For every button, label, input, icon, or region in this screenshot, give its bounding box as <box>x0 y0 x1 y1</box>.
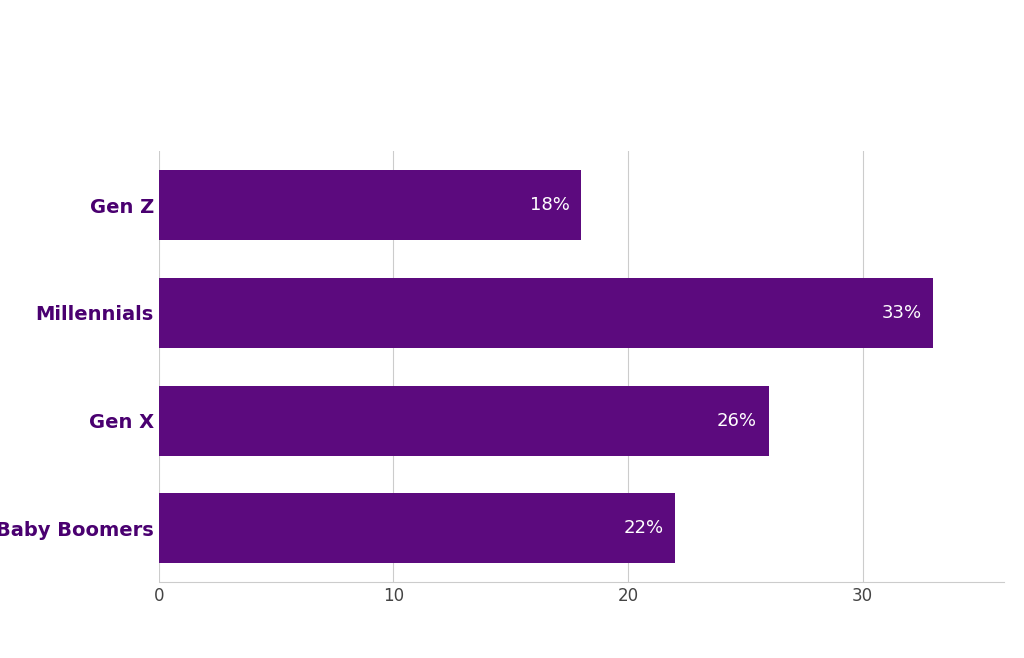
Bar <box>159 494 675 563</box>
Text: 33%: 33% <box>882 304 922 322</box>
Text: P e r c e n t a g e   o f   t o t a l: P e r c e n t a g e o f t o t a l <box>345 101 679 120</box>
Text: KillTheCableBill.com: KillTheCableBill.com <box>784 619 1009 638</box>
Text: Netflix Subscribers by Generation: Netflix Subscribers by Generation <box>141 30 883 68</box>
Bar <box>159 386 769 456</box>
Text: 18%: 18% <box>529 196 569 215</box>
Bar <box>159 170 582 240</box>
Bar <box>159 278 933 348</box>
Text: Morning Consult: Morning Consult <box>84 619 219 638</box>
Text: Source:: Source: <box>15 619 87 638</box>
Text: 26%: 26% <box>717 412 757 430</box>
Text: 22%: 22% <box>624 519 664 538</box>
